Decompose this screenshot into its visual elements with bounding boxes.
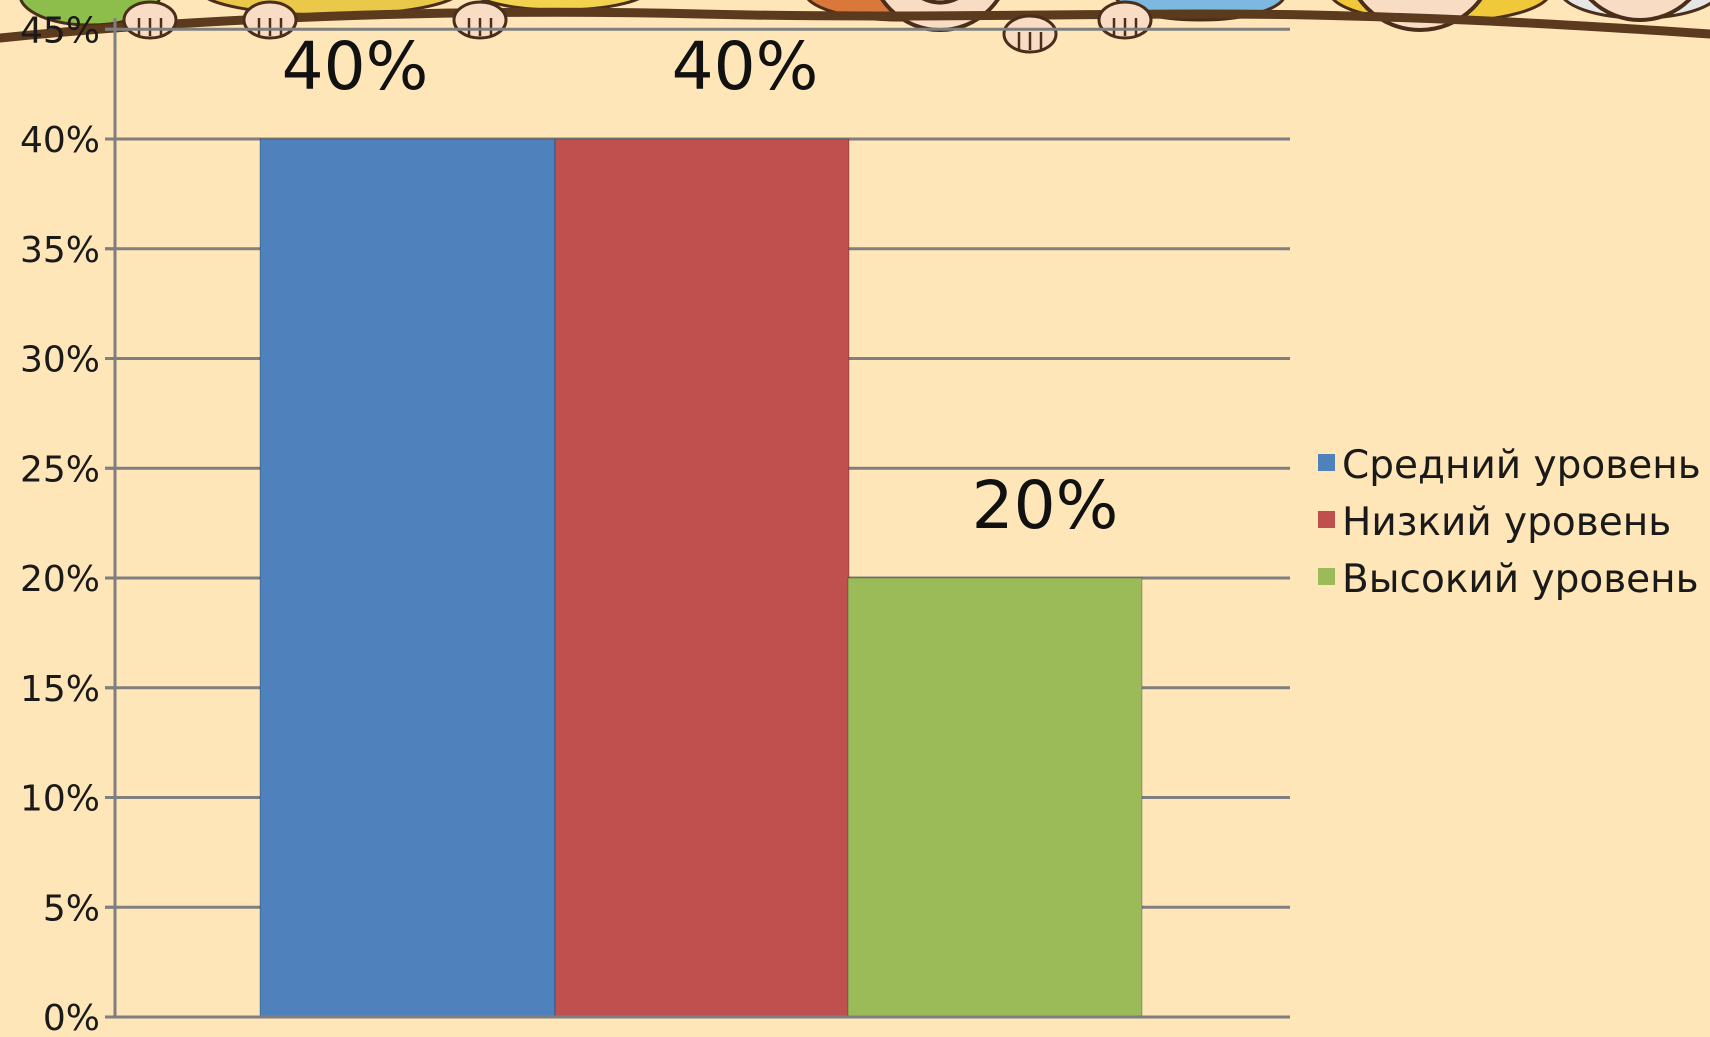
- legend-item-1: Средний уровень: [1318, 443, 1701, 488]
- legend-swatch: [1318, 568, 1335, 585]
- bar-1: [259, 138, 556, 1018]
- y-tick-label-20: 20%: [20, 559, 100, 600]
- y-tick-label-15: 15%: [20, 669, 100, 710]
- bar-2: [554, 138, 850, 1018]
- legend-swatch: [1318, 454, 1335, 471]
- data-label-1: 40%: [282, 28, 429, 105]
- y-tick-labels: 0% 5% 10% 15% 20% 25% 30% 35% 40% 45%: [20, 10, 100, 1037]
- legend: Средний уровень Низкий уровень Высокий уро…: [1318, 443, 1701, 602]
- cartoon-hand: [122, 0, 178, 40]
- y-tick-label-45: 45%: [20, 10, 100, 51]
- cartoon-figures: [0, 0, 1710, 54]
- y-tick-label-0: 0%: [43, 998, 100, 1037]
- cartoon-border-decoration: [0, 0, 1710, 54]
- data-label-3: 20%: [972, 467, 1119, 544]
- legend-label: Средний уровень: [1342, 443, 1701, 488]
- y-tick-label-35: 35%: [20, 230, 100, 271]
- legend-item-3: Высокий уровень: [1318, 557, 1699, 602]
- data-label-2: 40%: [672, 28, 819, 105]
- cartoon-hand: [452, 0, 508, 40]
- y-axis: [105, 18, 1290, 1019]
- y-tick-label-10: 10%: [20, 779, 100, 820]
- bars: [259, 138, 1143, 1018]
- legend-item-2: Низкий уровень: [1318, 500, 1671, 545]
- cartoon-face: [1588, 0, 1692, 22]
- legend-label: Низкий уровень: [1342, 500, 1671, 545]
- data-labels: 40% 40% 20%: [282, 28, 1119, 544]
- y-tick-label-5: 5%: [43, 888, 100, 929]
- cartoon-smile: [921, 0, 959, 5]
- y-tick-label-25: 25%: [20, 449, 100, 490]
- cartoon-hand: [1002, 14, 1058, 54]
- cartoon-hand: [1097, 0, 1153, 40]
- legend-label: Высокий уровень: [1342, 557, 1699, 602]
- legend-swatch: [1318, 511, 1335, 528]
- y-tick-label-40: 40%: [20, 120, 100, 161]
- bar-3: [847, 577, 1143, 1018]
- y-tick-label-30: 30%: [20, 340, 100, 381]
